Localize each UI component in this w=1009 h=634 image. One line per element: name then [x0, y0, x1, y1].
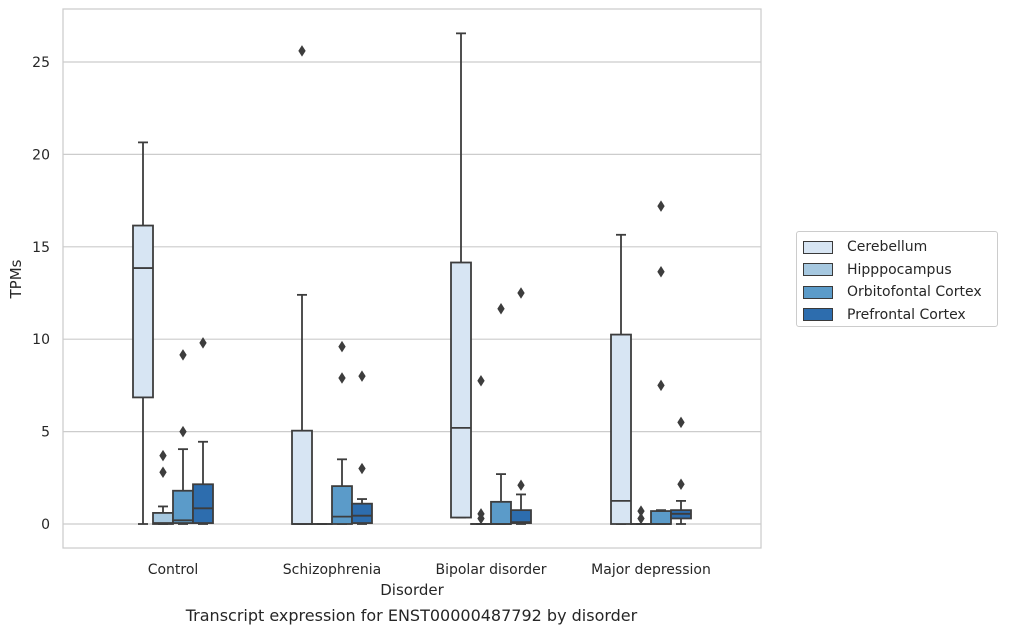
box-body	[650, 510, 672, 525]
box-prefrontal-cortex-bipolar-disorder	[510, 287, 532, 525]
outlier-point	[358, 462, 366, 475]
x-tick-label: Schizophrenia	[283, 562, 381, 578]
outlier-point	[677, 416, 685, 429]
box-body	[331, 485, 353, 525]
y-tick-label: 5	[41, 425, 50, 441]
legend-item: Cerebellum	[803, 236, 997, 259]
box-body	[192, 483, 214, 524]
outlier-point	[358, 370, 366, 382]
box-cerebellum-control	[132, 141, 154, 525]
legend-swatch	[803, 308, 833, 322]
x-axis-label: Disorder	[380, 581, 444, 599]
outlier-point	[477, 508, 485, 520]
outlier-point	[497, 302, 505, 315]
legend-label: Cerebellum	[847, 239, 928, 256]
box-body	[510, 509, 532, 524]
figure-caption: Transcript expression for ENST0000048779…	[185, 606, 638, 625]
y-axis-ticks: 0 5 10 15 20 25	[32, 55, 50, 533]
x-tick-label: Control	[148, 562, 199, 578]
box-hipppocampus-control	[152, 449, 174, 525]
legend-swatch	[803, 285, 833, 299]
legend-label: Orbitofontal Cortex	[847, 284, 982, 301]
outlier-point	[159, 449, 167, 462]
outlier-point	[637, 512, 645, 525]
outlier-point	[199, 337, 207, 349]
legend-swatch	[803, 240, 833, 254]
x-tick-label: Major depression	[591, 562, 711, 578]
box-orbitofontal-cortex-schizophrenia	[331, 340, 353, 525]
gridlines	[63, 61, 761, 525]
box-prefrontal-cortex-schizophrenia	[351, 370, 373, 525]
legend: Cerebellum Hipppocampus Orbitofontal Corte…	[796, 231, 998, 327]
box-body	[490, 500, 512, 525]
box-body	[610, 333, 632, 525]
legend-swatch	[803, 263, 833, 277]
outlier-point	[338, 340, 346, 353]
outlier-point	[159, 466, 167, 478]
box-body	[351, 502, 373, 524]
x-axis-ticks: Control Schizophrenia Bipolar disorder Majo…	[148, 562, 711, 578]
y-tick-label: 20	[32, 147, 50, 163]
outlier-point	[657, 200, 665, 212]
y-axis-label: TPMs	[7, 259, 25, 299]
outlier-point	[477, 375, 485, 387]
outlier-point	[677, 478, 685, 491]
boxes	[132, 32, 692, 525]
outlier-point	[657, 379, 665, 392]
outlier-point	[517, 479, 525, 491]
x-tick-label: Bipolar disorder	[435, 562, 546, 578]
y-tick-label: 25	[32, 55, 50, 71]
legend-item: Prefrontal Cortex	[803, 304, 997, 327]
outlier-point	[179, 349, 187, 361]
box-hipppocampus-major-depression	[630, 505, 652, 525]
box-cerebellum-major-depression	[610, 233, 632, 525]
box-orbitofontal-cortex-bipolar-disorder	[490, 302, 512, 525]
legend-item: Hipppocampus	[803, 259, 997, 282]
box-hipppocampus-bipolar-disorder	[470, 375, 492, 525]
outlier-point	[338, 372, 346, 384]
legend-label: Prefrontal Cortex	[847, 306, 966, 323]
box-body	[450, 261, 472, 519]
box-orbitofontal-cortex-major-depression	[650, 200, 672, 525]
outlier-point	[179, 425, 187, 438]
legend-item: Orbitofontal Cortex	[803, 281, 997, 304]
y-tick-label: 10	[32, 332, 50, 348]
box-body	[291, 429, 313, 525]
box-cerebellum-schizophrenia	[291, 45, 313, 525]
outlier-point	[657, 266, 665, 278]
outlier-point	[637, 505, 645, 517]
outlier-point	[517, 287, 525, 299]
y-tick-label: 15	[32, 240, 50, 256]
box-body	[172, 489, 194, 524]
box-orbitofontal-cortex-control	[172, 349, 194, 525]
box-prefrontal-cortex-control	[192, 337, 214, 525]
plot-area-frame	[62, 8, 762, 549]
box-body	[132, 224, 154, 399]
box-cerebellum-bipolar-disorder	[450, 32, 472, 519]
box-prefrontal-cortex-major-depression	[670, 416, 692, 525]
legend-label: Hipppocampus	[847, 261, 952, 278]
y-tick-label: 0	[41, 517, 50, 533]
outlier-point	[298, 45, 306, 57]
